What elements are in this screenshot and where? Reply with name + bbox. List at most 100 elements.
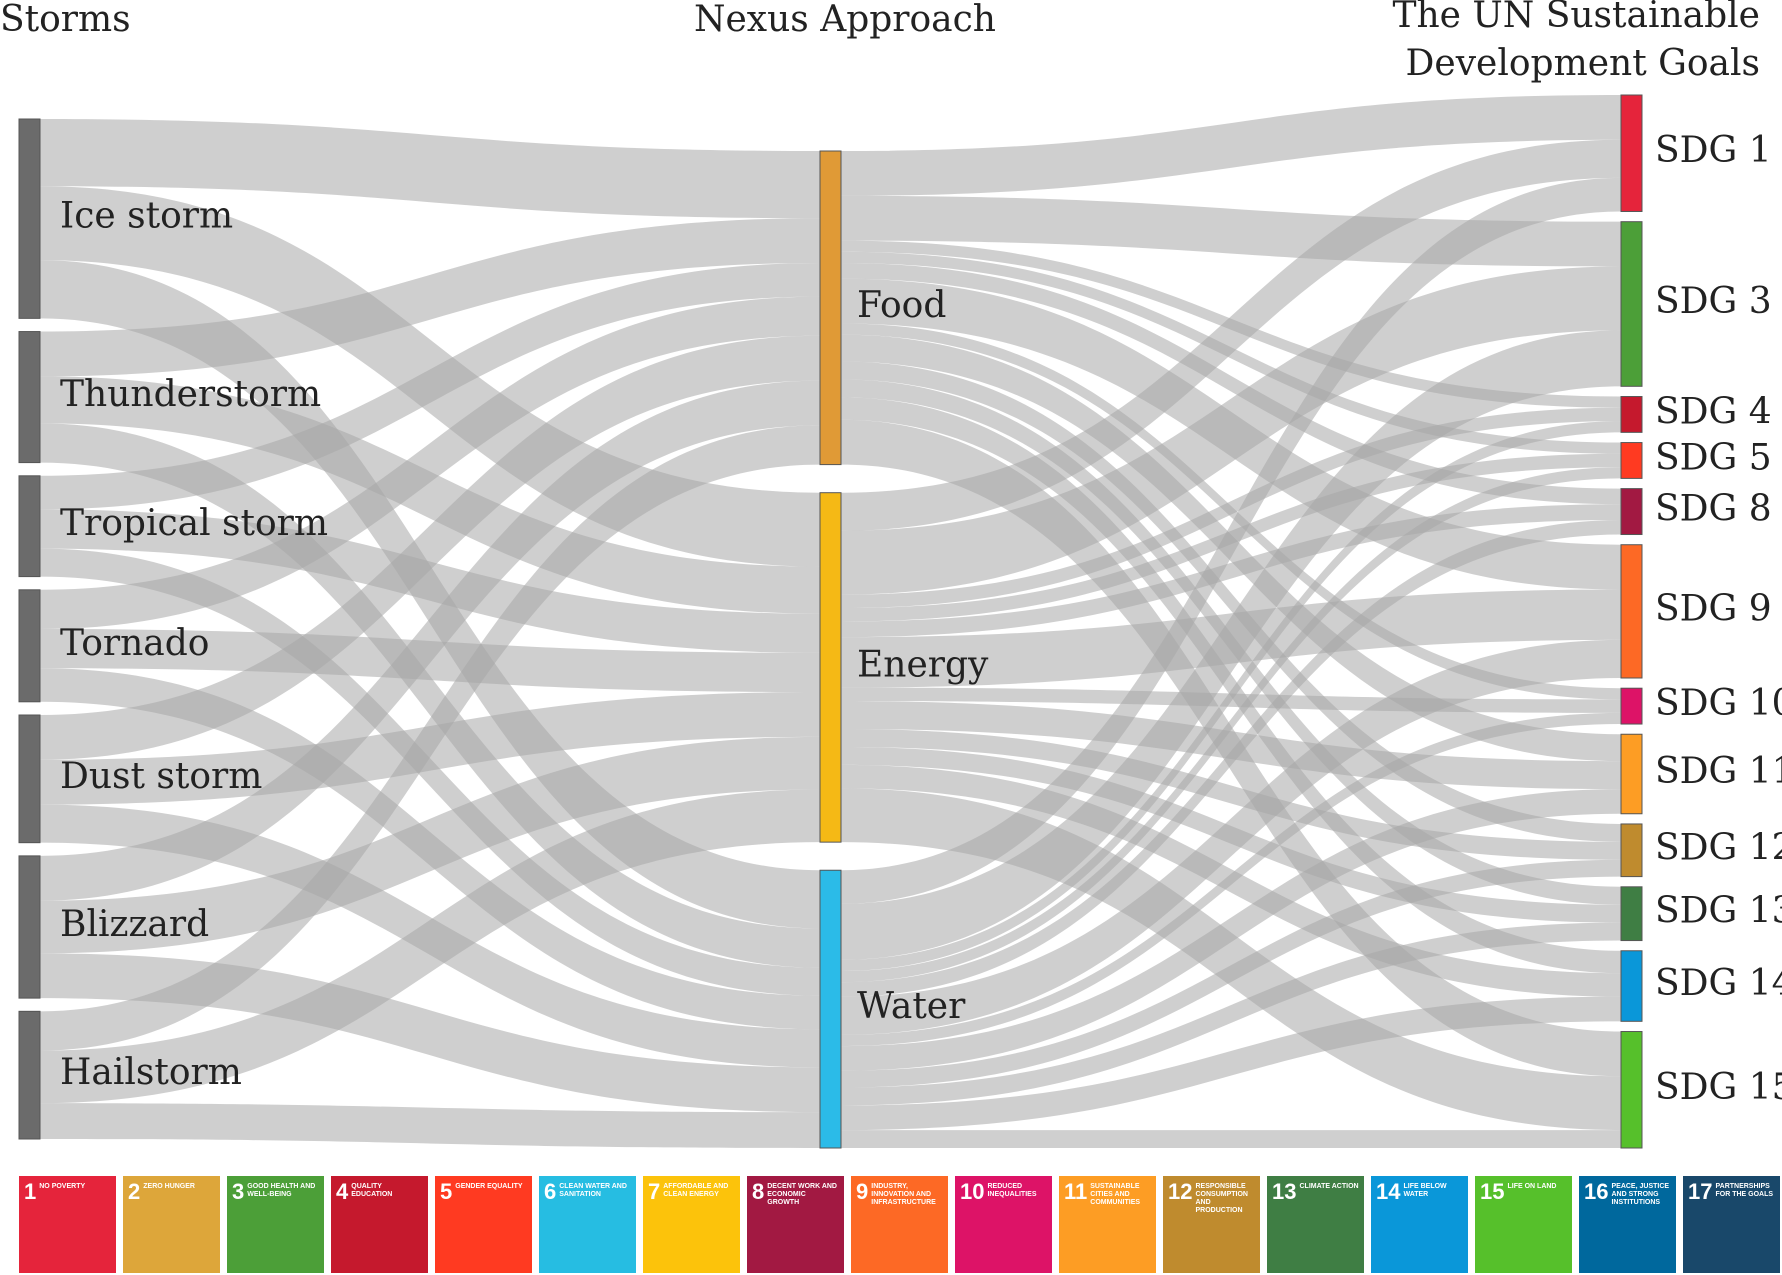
sdg-icon-label: NO POVERTY bbox=[39, 1183, 86, 1190]
flow-link bbox=[841, 195, 1621, 267]
node bbox=[1620, 950, 1643, 1022]
node bbox=[819, 492, 842, 843]
node bbox=[18, 331, 41, 464]
sdg-icon-label: GENDER EQUALITY bbox=[455, 1183, 523, 1190]
node bbox=[18, 475, 41, 578]
node bbox=[18, 589, 41, 703]
node-label: Hailstorm bbox=[60, 1052, 242, 1093]
sdg-icon-number: 11 bbox=[1064, 1179, 1088, 1204]
sdg-icon: 4 QUALITY EDUCATION bbox=[331, 1176, 428, 1273]
sdg-icon: 9 INDUSTRY, INNOVATION AND INFRASTRUCTURE bbox=[851, 1176, 948, 1273]
node-label: SDG 8 bbox=[1655, 489, 1772, 530]
flow-link bbox=[40, 425, 820, 1051]
sdg-icon-label: SUSTAINABLE CITIES AND COMMUNITIES bbox=[1090, 1183, 1141, 1206]
node-label: SDG 13 bbox=[1655, 891, 1782, 932]
sdg-icon-label: QUALITY EDUCATION bbox=[351, 1183, 393, 1198]
sdg-icon-number: 9 bbox=[856, 1179, 869, 1204]
flow-link bbox=[40, 509, 820, 653]
flow-link bbox=[841, 361, 1621, 842]
node-label: Food bbox=[857, 285, 946, 326]
sdg-icon-number: 10 bbox=[960, 1179, 985, 1204]
node bbox=[1620, 221, 1643, 387]
sdg-icon: 12 RESPONSIBLE CONSUMPTION AND PRODUCTION bbox=[1163, 1176, 1260, 1273]
node bbox=[1620, 94, 1643, 212]
flow-link bbox=[40, 953, 820, 1113]
flow-link bbox=[40, 218, 820, 377]
node-label: SDG 11 bbox=[1655, 751, 1782, 792]
sdg-icon-label: AFFORDABLE AND CLEAN ENERGY bbox=[663, 1183, 729, 1198]
node bbox=[1620, 1031, 1643, 1149]
sdg-icon-label: PARTNERSHIPS FOR THE GOALS bbox=[1715, 1183, 1774, 1198]
node-label: SDG 14 bbox=[1655, 963, 1782, 1004]
flow-link bbox=[40, 376, 820, 614]
flow-link bbox=[40, 548, 820, 996]
sdg-icon-number: 15 bbox=[1480, 1179, 1505, 1204]
flow-link bbox=[841, 996, 1621, 1131]
sdg-icon-label: ZERO HUNGER bbox=[143, 1183, 195, 1190]
sdg-icon: 8 DECENT WORK AND ECONOMIC GROWTH bbox=[747, 1176, 844, 1273]
column-title: Development Goals bbox=[1406, 43, 1760, 84]
node bbox=[18, 118, 41, 319]
flow-link bbox=[841, 712, 1621, 1047]
node-label: Dust storm bbox=[60, 756, 262, 797]
node-label: SDG 10 bbox=[1655, 683, 1782, 724]
node bbox=[18, 714, 41, 844]
sdg-icon: 3 GOOD HEALTH AND WELL-BEING bbox=[227, 1176, 324, 1273]
flow-link bbox=[841, 397, 1621, 974]
flow-link bbox=[40, 335, 820, 760]
sdg-icon-label: LIFE ON LAND bbox=[1507, 1183, 1557, 1190]
column-title: The UN Sustainable bbox=[1392, 0, 1760, 36]
node bbox=[1620, 687, 1643, 725]
flow-link bbox=[40, 736, 820, 954]
node bbox=[18, 1010, 41, 1140]
node-label: Energy bbox=[857, 644, 989, 685]
flow-link bbox=[841, 1130, 1621, 1148]
flow-link bbox=[40, 1103, 820, 1148]
sdg-icon: 7 AFFORDABLE AND CLEAN ENERGY bbox=[643, 1176, 740, 1273]
sdg-icon: 17 PARTNERSHIPS FOR THE GOALS bbox=[1683, 1176, 1780, 1273]
sdg-icon: 15 LIFE ON LAND bbox=[1475, 1176, 1572, 1273]
sdg-icon-number: 2 bbox=[128, 1179, 141, 1204]
sdg-icon: 2 ZERO HUNGER bbox=[123, 1176, 220, 1273]
flow-link bbox=[841, 701, 1621, 790]
flow-link bbox=[841, 467, 1621, 983]
flow-link bbox=[841, 859, 1621, 1088]
flow-link bbox=[40, 296, 820, 629]
flow-link bbox=[841, 330, 1621, 960]
flow-link bbox=[841, 139, 1621, 531]
sdg-icon-number: 8 bbox=[752, 1179, 765, 1204]
sdg-icon: 13 CLIMATE ACTION bbox=[1267, 1176, 1364, 1273]
sdg-icon-row: 1 NO POVERTY 2 ZERO HUNGER 3 GOOD HEALTH AND … bbox=[19, 1176, 1780, 1273]
node bbox=[1620, 823, 1643, 878]
flow-link bbox=[841, 263, 1621, 505]
sdg-icon-label: DECENT WORK AND ECONOMIC GROWTH bbox=[767, 1183, 837, 1206]
sdg-icon-label: REDUCED INEQUALITIES bbox=[987, 1183, 1037, 1198]
node-label: SDG 12 bbox=[1655, 827, 1782, 868]
flow-link bbox=[841, 177, 1621, 904]
node-label: Thunderstorm bbox=[60, 374, 321, 415]
node-label: Tropical storm bbox=[60, 503, 328, 544]
flow-link bbox=[841, 639, 1621, 1035]
flow-link bbox=[841, 729, 1621, 860]
sdg-icon-label: CLIMATE ACTION bbox=[1299, 1183, 1359, 1190]
column-title: Storms bbox=[0, 0, 131, 40]
sdg-icon-number: 13 bbox=[1272, 1179, 1297, 1204]
node-label: SDG 9 bbox=[1655, 588, 1772, 629]
node-label: SDG 1 bbox=[1655, 130, 1772, 171]
sdg-icon-number: 14 bbox=[1376, 1179, 1401, 1204]
node-label: SDG 15 bbox=[1655, 1067, 1782, 1108]
node-label: Blizzard bbox=[60, 904, 209, 945]
node-label: Tornado bbox=[60, 623, 209, 664]
sdg-icon-label: RESPONSIBLE CONSUMPTION AND PRODUCTION bbox=[1195, 1183, 1248, 1214]
node-label: SDG 3 bbox=[1655, 281, 1772, 322]
sdg-icon: 11 SUSTAINABLE CITIES AND COMMUNITIES bbox=[1059, 1176, 1156, 1273]
flow-link bbox=[841, 407, 1621, 609]
flow-link bbox=[40, 380, 820, 901]
node bbox=[1620, 886, 1643, 942]
node bbox=[819, 150, 842, 466]
sdg-icon: 14 LIFE BELOW WATER bbox=[1371, 1176, 1468, 1273]
sdg-icon-label: CLEAN WATER AND SANITATION bbox=[559, 1183, 627, 1198]
sdg-icon-number: 4 bbox=[336, 1179, 349, 1204]
flow-link bbox=[40, 263, 820, 510]
